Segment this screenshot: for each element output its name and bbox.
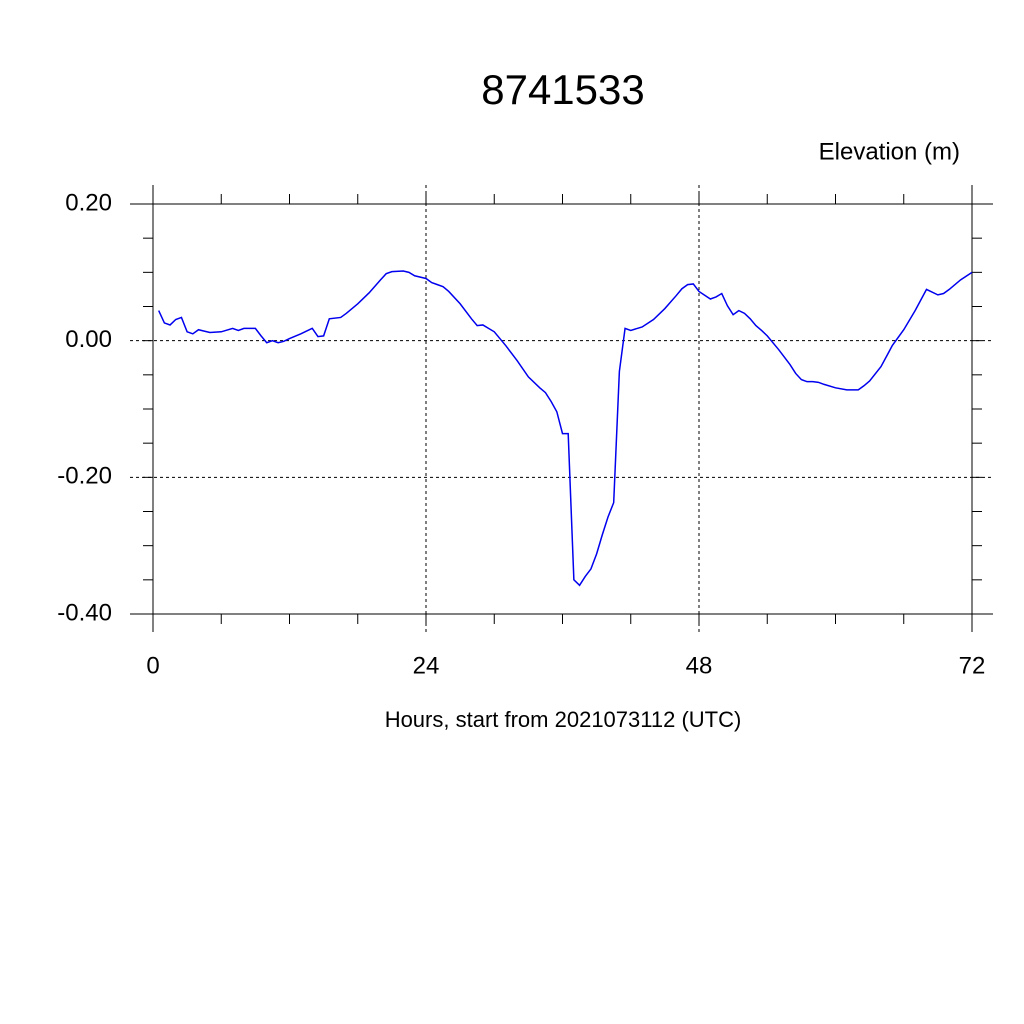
- y-tick-label: 0.20: [65, 189, 112, 216]
- subtitle: Elevation (m): [819, 138, 960, 165]
- chart-title: 8741533: [481, 66, 645, 113]
- y-tick-label: 0.00: [65, 326, 112, 353]
- x-tick-label: 24: [413, 652, 440, 679]
- x-axis-label: Hours, start from 2021073112 (UTC): [385, 707, 742, 732]
- x-tick-label: 48: [686, 652, 713, 679]
- y-tick-label: -0.20: [57, 463, 112, 490]
- y-tick-label: -0.40: [57, 599, 112, 626]
- x-tick-label: 0: [146, 652, 159, 679]
- x-tick-label: 72: [959, 652, 986, 679]
- data-line: [158, 270, 973, 587]
